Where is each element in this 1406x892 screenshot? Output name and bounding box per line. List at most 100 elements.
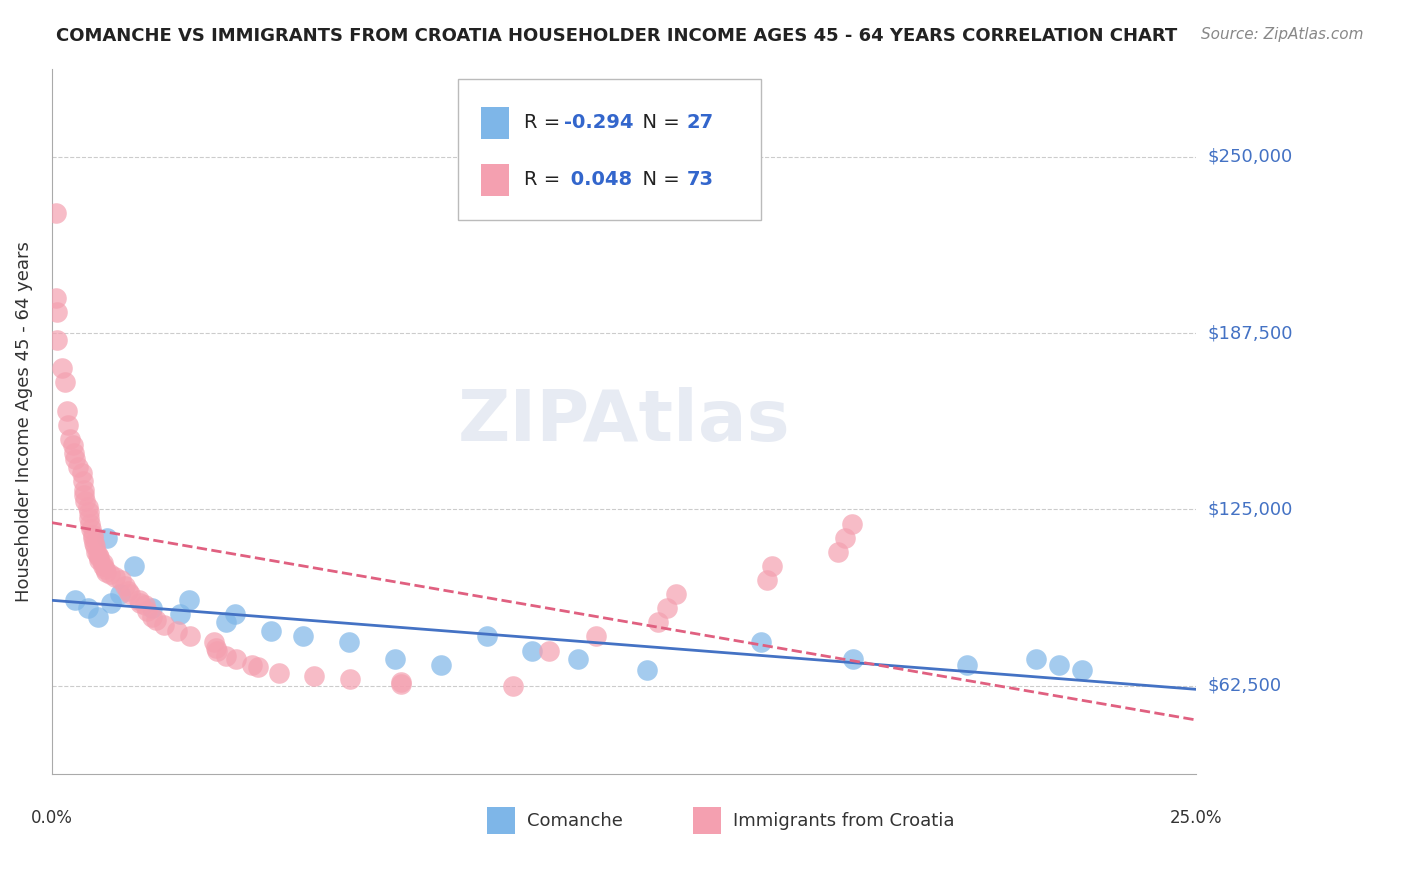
Point <box>567 652 589 666</box>
Point <box>89 553 111 567</box>
Point <box>1070 663 1092 677</box>
Point <box>337 635 360 649</box>
Point <box>87 548 110 562</box>
FancyBboxPatch shape <box>458 79 761 220</box>
Point <box>96 531 118 545</box>
Point <box>202 635 225 649</box>
Point <box>55 376 77 390</box>
Point <box>129 596 152 610</box>
Point <box>100 596 122 610</box>
Point <box>73 488 96 502</box>
Point <box>834 531 856 545</box>
Point <box>134 599 156 613</box>
Point <box>141 601 163 615</box>
Text: $125,000: $125,000 <box>1208 500 1292 518</box>
Text: N =: N = <box>630 169 686 189</box>
Point <box>45 291 67 305</box>
Point <box>389 677 412 691</box>
Point <box>91 556 114 570</box>
Point <box>84 545 107 559</box>
Point <box>214 649 236 664</box>
Text: $62,500: $62,500 <box>1208 677 1281 695</box>
Point <box>242 657 264 672</box>
Point <box>72 483 94 497</box>
Point <box>63 451 86 466</box>
Point <box>117 584 139 599</box>
Point <box>91 558 114 573</box>
Point <box>72 475 94 489</box>
Text: N =: N = <box>630 113 686 132</box>
Text: R =: R = <box>524 113 567 132</box>
Point <box>384 652 406 666</box>
Point <box>77 601 100 615</box>
Point <box>77 505 100 519</box>
Text: Comanche: Comanche <box>527 813 623 830</box>
Point <box>956 657 979 672</box>
Text: ZIPAtlas: ZIPAtlas <box>457 387 790 456</box>
Point <box>292 630 315 644</box>
Text: R =: R = <box>524 169 567 189</box>
Point <box>169 607 191 621</box>
Point <box>118 587 141 601</box>
Point <box>96 565 118 579</box>
Text: 73: 73 <box>686 169 714 189</box>
Point <box>522 643 544 657</box>
Point <box>537 643 560 657</box>
Point <box>45 305 67 319</box>
Point <box>761 558 783 573</box>
Point <box>128 592 150 607</box>
Point <box>205 643 228 657</box>
Point <box>205 640 228 655</box>
Point <box>389 674 412 689</box>
Point <box>84 539 107 553</box>
Point <box>841 652 863 666</box>
Point <box>1047 657 1070 672</box>
Point <box>502 679 524 693</box>
FancyBboxPatch shape <box>481 107 509 139</box>
Point <box>94 562 117 576</box>
Point <box>59 432 82 446</box>
Text: 0.048: 0.048 <box>564 169 633 189</box>
Point <box>166 624 188 638</box>
Text: 25.0%: 25.0% <box>1170 809 1222 827</box>
Text: $250,000: $250,000 <box>1208 148 1292 166</box>
Point <box>749 635 772 649</box>
Point <box>152 618 174 632</box>
Point <box>655 601 678 615</box>
Point <box>585 630 607 644</box>
Text: -0.294: -0.294 <box>564 113 634 132</box>
Point <box>145 613 167 627</box>
Point <box>63 592 86 607</box>
Point <box>89 550 111 565</box>
Point <box>841 516 863 531</box>
Point <box>51 361 73 376</box>
Point <box>63 446 86 460</box>
Point <box>62 437 84 451</box>
Point <box>224 607 246 621</box>
Point <box>56 403 79 417</box>
Point <box>45 206 67 220</box>
Point <box>79 511 101 525</box>
Point <box>302 669 325 683</box>
Text: $187,500: $187,500 <box>1208 324 1292 342</box>
Point <box>86 609 108 624</box>
Point <box>225 652 247 666</box>
Point <box>141 609 163 624</box>
Point <box>82 531 104 545</box>
Point <box>647 615 669 630</box>
Text: 0.0%: 0.0% <box>31 809 73 827</box>
Point <box>77 500 100 514</box>
Point <box>260 624 283 638</box>
Point <box>114 579 136 593</box>
FancyBboxPatch shape <box>481 164 509 195</box>
Y-axis label: Householder Income Ages 45 - 64 years: Householder Income Ages 45 - 64 years <box>15 241 32 602</box>
Point <box>179 630 201 644</box>
Point <box>755 573 778 587</box>
Point <box>82 528 104 542</box>
Point <box>66 460 89 475</box>
Point <box>267 666 290 681</box>
Point <box>58 417 80 432</box>
Text: Source: ZipAtlas.com: Source: ZipAtlas.com <box>1201 27 1364 42</box>
Point <box>827 545 849 559</box>
Point <box>636 663 658 677</box>
